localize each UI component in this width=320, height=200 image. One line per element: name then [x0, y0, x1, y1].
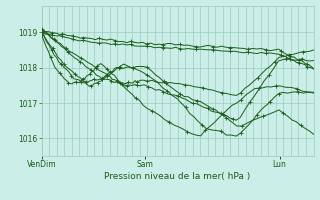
X-axis label: Pression niveau de la mer( hPa ): Pression niveau de la mer( hPa ) [104, 172, 251, 181]
